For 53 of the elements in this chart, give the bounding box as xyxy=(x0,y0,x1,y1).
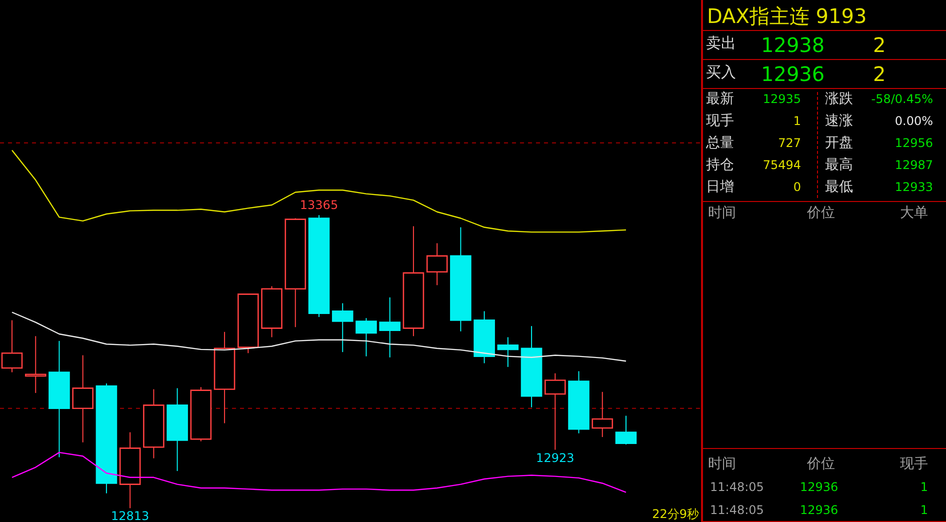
candlestick xyxy=(592,391,614,438)
text: 12938 xyxy=(761,33,825,57)
text: 12956 xyxy=(894,136,933,150)
text: 22分9秒 xyxy=(652,507,699,521)
text: 大单 xyxy=(900,205,928,221)
candlestick xyxy=(544,372,566,450)
text: 12933 xyxy=(894,180,933,194)
text: 11:48:05 xyxy=(710,480,764,494)
text: 开盘 xyxy=(825,135,853,151)
text: 12935 xyxy=(762,92,801,106)
text: 价位 xyxy=(807,205,835,221)
text: 2 xyxy=(873,62,886,86)
text: 现手 xyxy=(900,456,928,472)
text: 速涨 xyxy=(825,113,853,129)
text: 0.00% xyxy=(894,114,933,128)
annotation: 12923 xyxy=(536,450,574,465)
text: 日增 xyxy=(706,179,734,195)
text: 727 xyxy=(778,136,801,150)
text: 持仓 xyxy=(706,157,734,173)
candlestick xyxy=(332,302,354,353)
text: 时间 xyxy=(708,205,736,221)
text: 买入 xyxy=(706,63,736,81)
text: 1 xyxy=(920,503,928,517)
text: 12987 xyxy=(894,158,933,172)
candlestick xyxy=(615,415,637,445)
candlestick xyxy=(72,354,94,443)
text: DAX指主连 9193 xyxy=(707,4,867,28)
text: -58/0.45% xyxy=(871,92,933,106)
candlestick xyxy=(379,296,400,358)
text: 最新 xyxy=(706,91,734,107)
text: 2 xyxy=(873,33,886,57)
text: 1 xyxy=(793,114,801,128)
candlestick xyxy=(426,242,448,286)
text: 现手 xyxy=(706,113,734,129)
text: 总量 xyxy=(706,135,734,151)
text: 1 xyxy=(920,480,928,494)
text: 11:48:05 xyxy=(710,503,764,517)
text: 价位 xyxy=(807,456,835,472)
text: 最高 xyxy=(825,157,853,173)
text: 12936 xyxy=(761,62,825,86)
text: 涨跌 xyxy=(825,91,853,107)
candlestick xyxy=(497,336,519,368)
text: 12936 xyxy=(800,480,838,494)
annotation: 12813 xyxy=(110,509,150,522)
text: 12936 xyxy=(800,503,838,517)
annotation: 13365 xyxy=(300,198,338,212)
text: 最低 xyxy=(825,179,853,195)
candlestick xyxy=(24,336,46,394)
text: 时间 xyxy=(708,456,736,472)
text: 卖出 xyxy=(706,34,736,52)
text: 0 xyxy=(793,180,801,194)
text: 75494 xyxy=(762,158,801,172)
candlestick xyxy=(356,318,377,357)
